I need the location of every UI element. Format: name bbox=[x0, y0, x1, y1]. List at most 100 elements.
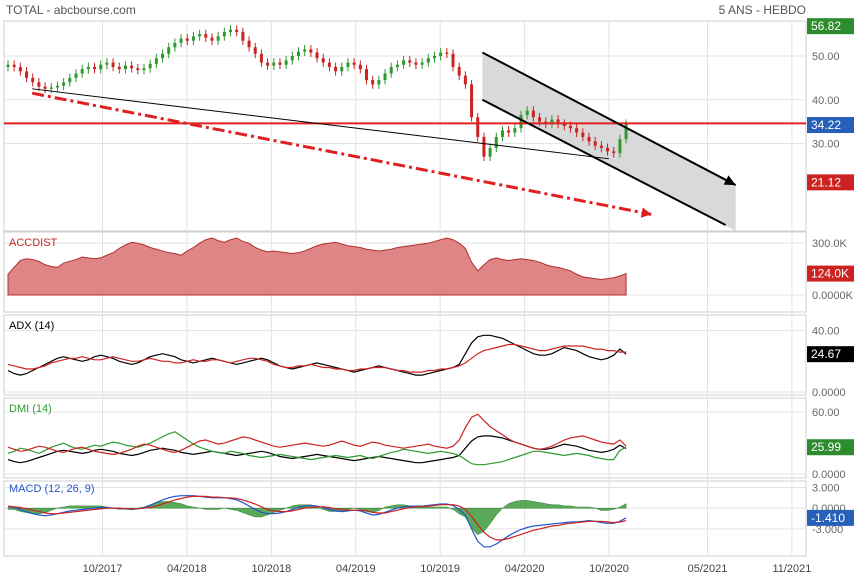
candle-body bbox=[432, 56, 436, 59]
candle-body bbox=[142, 68, 146, 70]
channel-arrow-head bbox=[723, 175, 736, 186]
accdist-area bbox=[7, 237, 627, 296]
candle-body bbox=[12, 64, 16, 67]
candle-body bbox=[581, 132, 585, 137]
indicator-line bbox=[7, 334, 627, 376]
candle-body bbox=[606, 147, 610, 152]
red-arrow-head bbox=[640, 207, 652, 218]
candle-body bbox=[148, 63, 152, 69]
candle-body bbox=[198, 34, 202, 37]
candle-body bbox=[6, 64, 10, 67]
candle-body bbox=[117, 66, 121, 70]
candle-body bbox=[259, 53, 263, 63]
candle-body bbox=[136, 68, 140, 70]
candle-body bbox=[420, 62, 424, 65]
price-panel bbox=[4, 25, 806, 231]
adx-panel-frame bbox=[3, 314, 807, 396]
y-tick-label: 300.0K bbox=[812, 238, 848, 250]
candle-body bbox=[463, 75, 467, 85]
candle-body bbox=[482, 136, 486, 157]
candle-body bbox=[68, 77, 72, 83]
value-badge-label: 56.82 bbox=[811, 19, 841, 33]
candle-body bbox=[476, 117, 480, 137]
candle-body bbox=[111, 62, 115, 67]
value-badge bbox=[807, 117, 854, 134]
accdist-panel: ACCDIST bbox=[7, 237, 627, 296]
candle-body bbox=[334, 66, 338, 72]
accdist-panel-frame bbox=[3, 231, 807, 313]
candle-body bbox=[284, 60, 288, 65]
y-tick-label: 3.000 bbox=[812, 482, 840, 494]
x-tick-label: 10/2017 bbox=[83, 563, 123, 575]
candle-body bbox=[364, 69, 368, 81]
candle-body bbox=[531, 110, 535, 118]
candle-body bbox=[377, 80, 381, 85]
candle-body bbox=[408, 60, 412, 63]
macd-title: MACD (12, 26, 9) bbox=[9, 483, 95, 495]
candle-body bbox=[74, 73, 78, 78]
channel-lower-line bbox=[481, 98, 727, 226]
candle-body bbox=[303, 49, 307, 52]
indicator-line bbox=[7, 431, 627, 466]
candle-body bbox=[568, 126, 572, 129]
candle-body bbox=[167, 47, 171, 54]
value-badges: 56.82 34.22 21.12 124.0K 24.67 25.99 -1.410 bbox=[807, 18, 854, 526]
candle-body bbox=[426, 58, 430, 63]
x-tick-label: 04/2019 bbox=[336, 563, 376, 575]
candle-body bbox=[439, 52, 443, 56]
macd-panel: MACD (12, 26, 9) bbox=[7, 483, 627, 548]
y-tick-label: 0.0000K bbox=[812, 290, 854, 302]
candle-body bbox=[229, 29, 233, 32]
candle-body bbox=[519, 115, 523, 129]
value-badge bbox=[807, 174, 854, 191]
value-badge-label: 24.67 bbox=[811, 347, 841, 361]
panel-frames bbox=[3, 20, 807, 557]
y-tick-label: 50.00 bbox=[812, 51, 840, 63]
candle-body bbox=[513, 128, 517, 133]
candle-body bbox=[130, 65, 134, 69]
candle-body bbox=[414, 62, 418, 65]
candle-body bbox=[309, 49, 313, 53]
candle-body bbox=[154, 58, 158, 64]
y-tick-label: 0.0000 bbox=[812, 387, 846, 399]
candle-body bbox=[340, 66, 344, 72]
value-badge-label: 34.22 bbox=[811, 118, 841, 132]
y-axis-labels: 50.00 40.00 30.00 300.0K 0.0000K 40.00 0.0000 6… bbox=[812, 51, 854, 536]
price-panel-frame bbox=[3, 20, 807, 232]
candle-body bbox=[562, 123, 566, 126]
value-badge bbox=[807, 509, 854, 526]
candle-body bbox=[612, 151, 616, 154]
channel-upper-line bbox=[481, 51, 737, 186]
x-tick-label: 10/2018 bbox=[251, 563, 291, 575]
candle-body bbox=[43, 86, 47, 89]
candle-body bbox=[235, 29, 239, 32]
candle-body bbox=[222, 31, 226, 37]
value-badge-label: 124.0K bbox=[811, 267, 849, 281]
candle-body bbox=[457, 66, 461, 76]
y-tick-label: 0.0000 bbox=[812, 469, 846, 481]
candle-body bbox=[31, 77, 35, 83]
y-tick-label: 30.00 bbox=[812, 139, 840, 151]
candle-body bbox=[358, 64, 362, 70]
candle-body bbox=[185, 38, 189, 41]
candle-body bbox=[445, 52, 449, 54]
value-badge bbox=[807, 18, 854, 35]
candle-body bbox=[500, 130, 504, 137]
candle-body bbox=[49, 87, 53, 89]
candle-body bbox=[587, 136, 591, 142]
value-badge-label: 25.99 bbox=[811, 440, 841, 454]
value-badge bbox=[807, 265, 854, 282]
candle-body bbox=[352, 62, 356, 65]
candle-body bbox=[210, 37, 214, 41]
candle-body bbox=[346, 62, 350, 67]
x-tick-label: 04/2020 bbox=[505, 563, 545, 575]
candle-body bbox=[327, 62, 331, 67]
trend-channel-fill bbox=[482, 52, 736, 231]
candle-body bbox=[191, 36, 195, 41]
y-tick-label: -3.000 bbox=[812, 524, 843, 536]
candle-body bbox=[395, 64, 399, 67]
x-axis-labels: 10/2017 04/2018 10/2018 04/2019 10/2019 04/20… bbox=[83, 563, 812, 575]
candle-body bbox=[55, 85, 59, 88]
x-tick-label: 11/2021 bbox=[772, 563, 811, 575]
candle-body bbox=[470, 84, 474, 118]
